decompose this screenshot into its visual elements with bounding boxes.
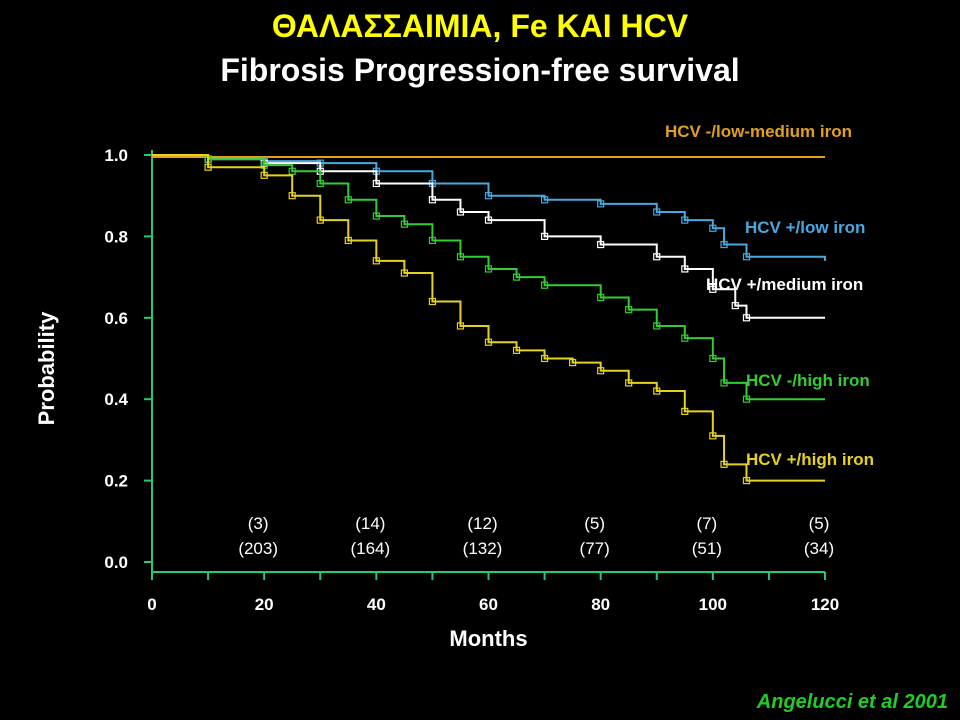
at-risk-number: (203) [238,539,278,558]
censor-mark [540,232,549,240]
censor-mark [681,216,689,224]
censor-mark [540,196,549,204]
censor-mark [512,273,521,281]
censor-mark [484,265,493,273]
censor-mark [653,387,661,395]
censor-mark [681,265,689,273]
censor-mark [720,240,728,249]
series-line [152,154,825,401]
censor-mark [344,236,352,245]
at-risk-number: (51) [692,539,722,558]
censor-mark [372,179,380,188]
censor-mark [720,379,728,387]
censor-mark [288,192,296,200]
x-tick-label: 0 [147,595,156,614]
series-label: HCV +/low iron [745,218,865,237]
censor-mark [540,281,549,289]
chart-labels: (3) (203) (14) (164) (12) (132) (5) (77) (7) (51)… [238,122,874,558]
at-risk-events: (14) [355,514,385,533]
censor-mark [512,346,521,354]
series-label: HCV +/medium iron [706,275,863,294]
slide-subtitle: Fibrosis Progression-free survival [220,52,740,88]
series-label: HCV -/high iron [746,371,870,390]
censor-mark [720,460,728,468]
censor-mark [597,367,605,375]
censor-mark [653,208,661,216]
censor-mark [731,301,739,310]
censor-mark [428,297,437,306]
censor-mark [653,253,661,261]
censor-mark [456,322,465,330]
censor-mark [400,220,408,228]
y-tick-label: 0.8 [104,227,128,246]
censor-mark [260,171,268,179]
series-line [152,154,826,261]
censor-mark [742,314,751,322]
censor-mark [653,322,661,330]
censor-mark [569,358,577,367]
x-tick-label: 100 [699,595,727,614]
x-tick-label: 60 [479,595,498,614]
at-risk-events: (12) [467,514,497,533]
censor-mark [597,293,605,302]
y-tick-label: 0.0 [104,553,128,572]
censor-mark [204,163,212,171]
censor-mark [456,253,465,261]
at-risk-events: (3) [248,514,269,533]
x-tick-label: 80 [591,595,610,614]
censor-mark [372,212,380,220]
y-tick-label: 0.6 [104,309,128,328]
censor-mark [484,192,493,200]
chart-curves [152,154,826,485]
x-tick-label: 20 [255,595,274,614]
at-risk-number: (77) [580,539,610,558]
censor-mark [709,224,717,232]
censor-mark [709,432,717,440]
censor-mark [625,379,633,387]
series-line [152,154,825,319]
chart-axes: 0.0 0.2 0.4 0.6 0.8 1.0 0 20 40 60 80 100 120 Months P… [34,146,839,651]
x-tick-label: 40 [367,595,386,614]
series-label: HCV -/low-medium iron [665,122,852,141]
censor-mark [681,334,689,342]
censor-mark [344,196,352,204]
slide-title: ΘΑΛΑΣΣΑΙΜΙΑ, Fe ΚΑΙ HCV [271,8,689,44]
censor-mark [456,208,465,216]
citation: Angelucci et al 2001 [756,691,948,713]
y-axis-title: Probability [34,311,59,425]
censor-mark [681,407,689,416]
censor-mark [709,354,717,363]
censor-mark [742,253,751,261]
y-tick-label: 1.0 [104,146,128,165]
censor-mark [484,216,493,224]
censor-mark [428,196,437,204]
censor-mark [316,179,324,188]
at-risk-number: (34) [804,539,834,558]
censor-mark [709,285,717,293]
censor-mark [742,477,751,485]
at-risk-number: (164) [350,539,390,558]
censor-mark [316,216,324,224]
censor-mark [742,395,751,403]
censor-mark [400,269,408,277]
series-label: HCV +/high iron [746,450,874,469]
at-risk-events: (7) [696,514,717,533]
censor-mark [484,338,493,346]
at-risk-number: (132) [463,539,503,558]
censor-mark [597,240,605,249]
at-risk-events: (5) [584,514,605,533]
y-tick-label: 0.2 [104,472,128,491]
censor-mark [372,257,380,265]
x-tick-label: 120 [811,595,839,614]
series-line [152,154,825,482]
censor-mark [540,354,549,363]
y-tick-label: 0.4 [104,390,128,409]
censor-mark [625,306,633,314]
at-risk-events: (5) [809,514,830,533]
censor-mark [597,200,605,208]
censor-mark [428,236,437,245]
censor-mark [288,167,296,175]
x-axis-title: Months [449,626,527,651]
